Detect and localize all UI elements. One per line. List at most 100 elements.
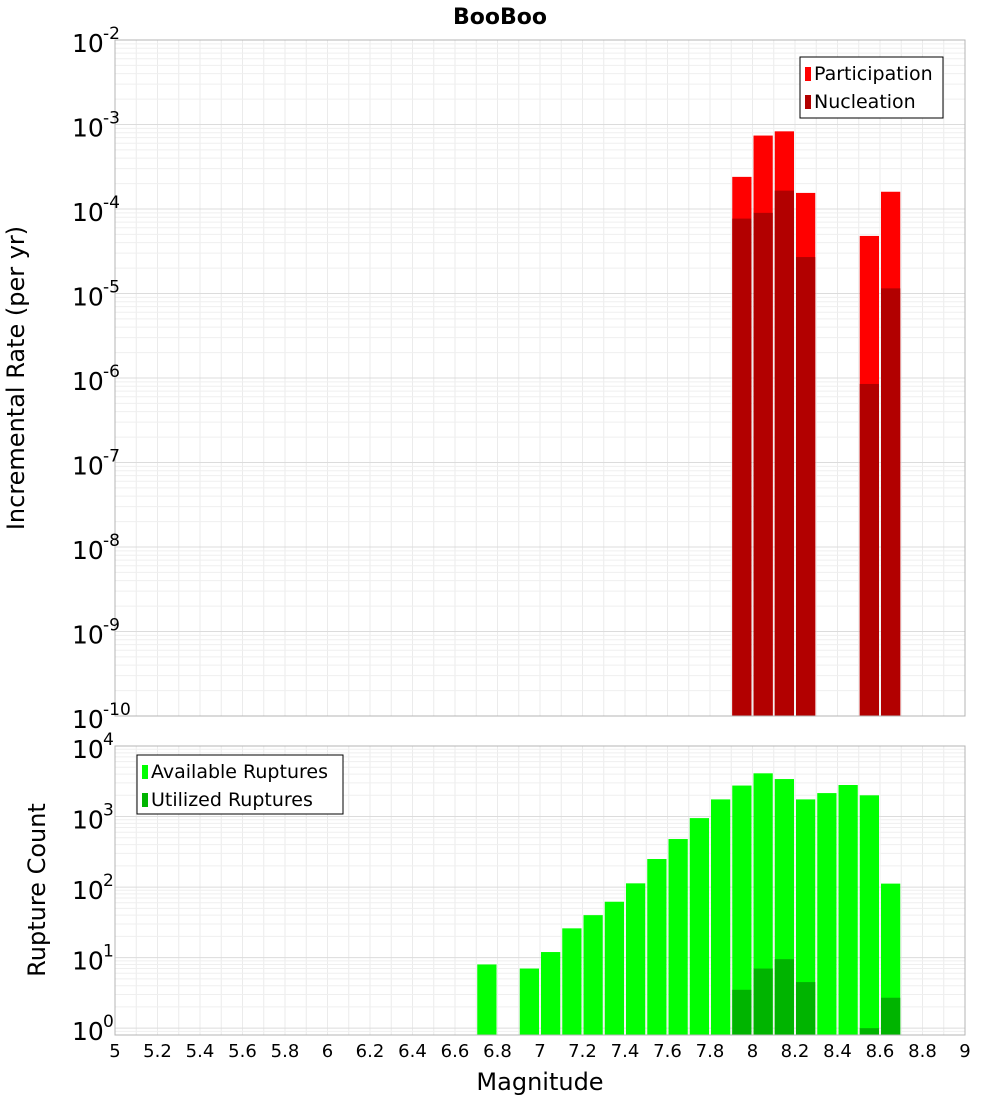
bottom-bars — [477, 773, 901, 1035]
x-tick-label: 5.4 — [186, 1041, 215, 1062]
bar-available-ruptures — [583, 915, 603, 1035]
bar-nucleation — [859, 383, 879, 716]
bar-available-ruptures — [647, 859, 667, 1035]
bar-nucleation — [796, 257, 816, 716]
y-tick-label: 10 — [72, 947, 104, 976]
legend-label: Utilized Ruptures — [151, 789, 313, 811]
bar-available-ruptures — [668, 839, 688, 1035]
x-tick-label: 6.4 — [398, 1041, 427, 1062]
bar-available-ruptures — [711, 799, 731, 1035]
bar-available-ruptures — [796, 799, 816, 1035]
chart-title: BooBoo — [453, 5, 547, 30]
bar-nucleation — [753, 212, 773, 716]
bar-utilized-ruptures — [859, 1028, 879, 1035]
bar-utilized-ruptures — [881, 997, 901, 1035]
x-tick-label: 7.8 — [696, 1041, 725, 1062]
bar-utilized-ruptures — [732, 989, 752, 1035]
legend-box — [136, 754, 344, 815]
x-tick-label: 6.6 — [441, 1041, 470, 1062]
bar-available-ruptures — [477, 964, 497, 1035]
y-tick-label: -7 — [103, 447, 120, 467]
bar-nucleation — [732, 218, 752, 716]
x-tick-label: 8.2 — [781, 1041, 810, 1062]
x-tick-label: 6 — [322, 1041, 333, 1062]
y-tick-label: 10 — [72, 735, 104, 764]
top-bars — [732, 131, 901, 717]
y-tick-label: -8 — [103, 531, 120, 551]
x-tick-label: 7.2 — [568, 1041, 597, 1062]
x-tick-label: 8.6 — [866, 1041, 895, 1062]
y-tick-label: 0 — [103, 1012, 114, 1032]
x-tick-label: 5.2 — [143, 1041, 172, 1062]
x-tick-label: 7 — [534, 1041, 545, 1062]
bar-available-ruptures — [541, 952, 561, 1035]
legend-label: Participation — [814, 63, 933, 85]
y-tick-label: 2 — [103, 871, 114, 891]
y-tick-label: -5 — [103, 278, 120, 298]
bar-available-ruptures — [626, 883, 646, 1035]
bar-nucleation — [774, 190, 794, 716]
top-y-axis-title: Incremental Rate (per yr) — [2, 226, 30, 530]
y-tick-label: -6 — [103, 362, 120, 382]
y-tick-label: 10 — [72, 705, 104, 734]
bar-available-ruptures — [817, 793, 837, 1035]
y-tick-label: 1 — [103, 942, 114, 962]
x-tick-label: 5 — [109, 1041, 120, 1062]
bar-available-ruptures — [689, 818, 709, 1035]
bottom-plot-frame — [114, 745, 966, 1036]
y-tick-label: 10 — [72, 29, 104, 58]
y-tick-label: 10 — [72, 1017, 104, 1046]
x-tick-label: 9 — [959, 1041, 970, 1062]
bar-available-ruptures — [859, 795, 879, 1035]
x-tick-label: 7.6 — [653, 1041, 682, 1062]
y-tick-label: 3 — [103, 801, 114, 821]
bar-available-ruptures — [519, 968, 539, 1035]
bar-available-ruptures — [604, 901, 624, 1035]
x-tick-label: 5.6 — [228, 1041, 257, 1062]
legend-swatch — [805, 67, 811, 81]
y-tick-label: 10 — [72, 114, 104, 143]
bar-utilized-ruptures — [796, 982, 816, 1035]
x-axis-title: Magnitude — [476, 1068, 603, 1096]
y-tick-label: 10 — [72, 536, 104, 565]
legend-label: Nucleation — [814, 91, 916, 113]
x-tick-label: 5.8 — [271, 1041, 300, 1062]
y-tick-label: 10 — [72, 198, 104, 227]
bottom-legend: Available Ruptures Utilized Ruptures — [136, 754, 344, 815]
bar-available-ruptures — [732, 785, 752, 1035]
bar-utilized-ruptures — [774, 959, 794, 1035]
top-plot-frame — [114, 39, 966, 717]
y-tick-label: 10 — [72, 452, 104, 481]
bar-available-ruptures — [562, 928, 582, 1035]
y-tick-label: 10 — [72, 876, 104, 905]
x-tick-label: 8 — [747, 1041, 758, 1062]
bottom-y-axis-title: Rupture Count — [23, 803, 51, 977]
legend-swatch — [142, 765, 148, 779]
legend-label: Available Ruptures — [151, 761, 328, 783]
y-tick-label: 10 — [72, 367, 104, 396]
y-tick-label: -10 — [103, 700, 131, 720]
y-tick-label: -4 — [103, 193, 120, 213]
x-tick-label: 6.2 — [356, 1041, 385, 1062]
bar-available-ruptures — [838, 784, 858, 1035]
x-tick-label: 8.8 — [908, 1041, 937, 1062]
top-legend: Participation Nucleation — [799, 56, 944, 119]
legend-swatch — [805, 95, 811, 109]
y-tick-label: 10 — [72, 283, 104, 312]
bar-utilized-ruptures — [753, 968, 773, 1035]
top-gridlines — [114, 40, 966, 717]
bottom-gridlines — [114, 746, 966, 1036]
y-tick-label: -9 — [103, 616, 120, 636]
x-tick-label: 7.4 — [611, 1041, 640, 1062]
x-tick-label: 8.4 — [823, 1041, 852, 1062]
x-tick-label: 6.8 — [483, 1041, 512, 1062]
y-tick-label: -2 — [103, 24, 120, 44]
y-tick-label: 10 — [72, 806, 104, 835]
bar-nucleation — [881, 288, 901, 716]
x-tick-labels: 5 5.2 5.4 5.6 5.8 6 6.2 6.4 6.6 6.8 7 7.2 7.4 7.6 7.8 8… — [109, 1041, 970, 1062]
y-tick-label: 4 — [103, 730, 114, 750]
